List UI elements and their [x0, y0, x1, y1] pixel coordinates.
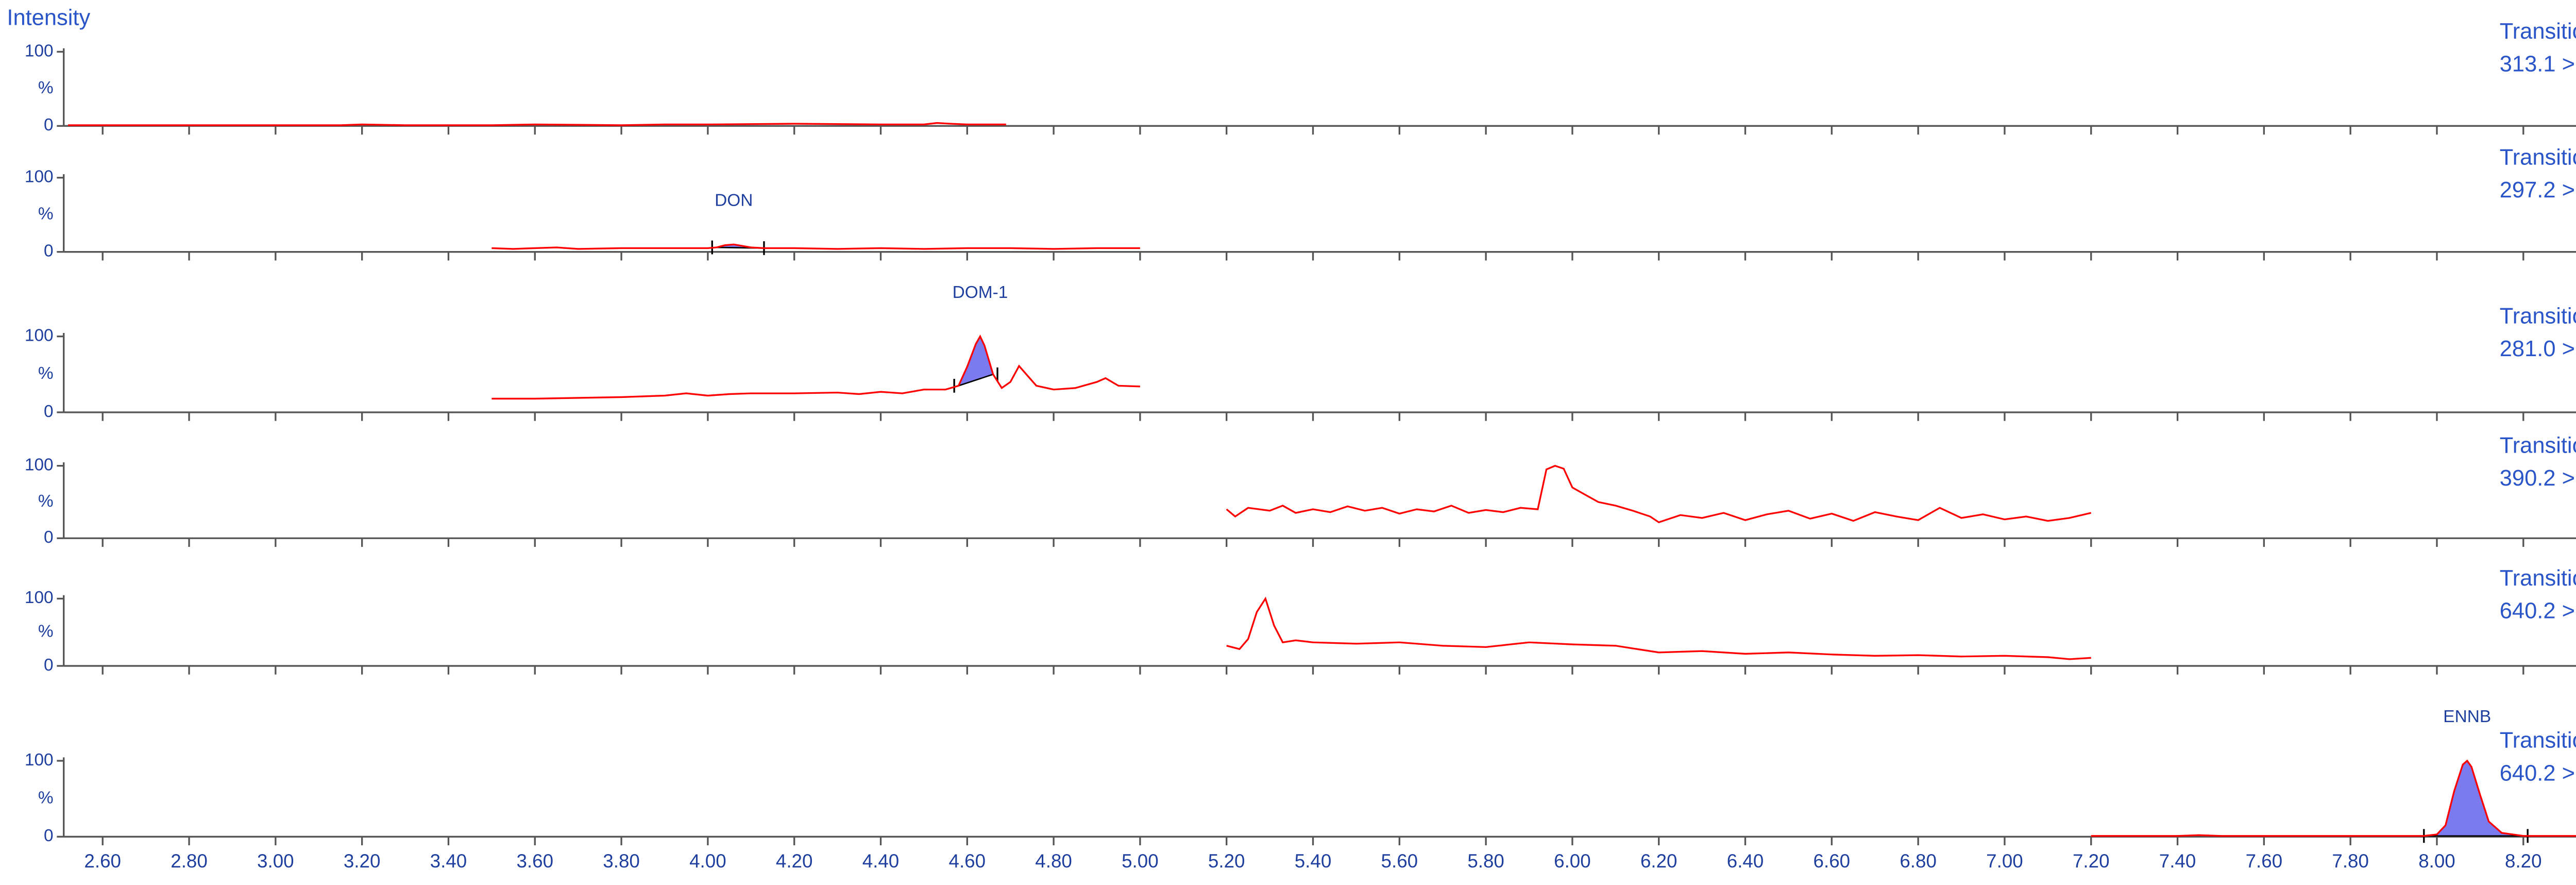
x-tick-label: 8.20 — [2505, 850, 2542, 872]
x-tick-label: 7.40 — [2159, 850, 2196, 872]
transition-label: Transition: — [2500, 566, 2576, 591]
y-tick-label: 100 — [25, 41, 54, 60]
x-tick-label: 3.20 — [344, 850, 381, 872]
x-tick-label: 6.80 — [1900, 850, 1937, 872]
x-tick-label: 4.00 — [689, 850, 726, 872]
peak-label: ENNB — [2443, 707, 2491, 726]
transition-label: 313.1 > 175 — [2500, 52, 2576, 77]
x-tick-label: 6.00 — [1554, 850, 1591, 872]
peak-label: DOM-1 — [953, 283, 1008, 302]
y-tick-label: 0 — [44, 402, 54, 421]
transition-label: 640.2 > 196.2 — [2500, 761, 2576, 786]
transition-label: Transition: — [2500, 728, 2576, 753]
trace — [2091, 759, 2576, 837]
x-tick-label: 7.60 — [2246, 850, 2283, 872]
y-tick-label: 100 — [25, 588, 54, 607]
y-label: % — [38, 364, 54, 383]
x-tick-label: 6.40 — [1727, 850, 1764, 872]
x-tick-label: 5.00 — [1122, 850, 1159, 872]
x-tick-label: 5.20 — [1208, 850, 1245, 872]
y-label: % — [38, 492, 54, 511]
x-tick-label: 5.40 — [1295, 850, 1332, 872]
y-label: % — [38, 205, 54, 224]
y-label: % — [38, 788, 54, 807]
x-tick-label: 2.80 — [171, 850, 208, 872]
y-label: % — [38, 622, 54, 641]
transition-label: Transition: — [2500, 304, 2576, 328]
transition-label: 297.2 > 248.9 — [2500, 178, 2576, 203]
x-tick-label: 3.80 — [603, 850, 640, 872]
x-tick-label: 3.00 — [257, 850, 294, 872]
y-tick-label: 0 — [44, 826, 54, 845]
x-tick-label: 5.80 — [1467, 850, 1504, 872]
trace — [492, 335, 1140, 400]
transition-label: 390.2 > 192.9 — [2500, 466, 2576, 491]
y-tick-label: 0 — [44, 656, 54, 675]
transition-label: Transition: — [2500, 19, 2576, 44]
x-tick-label: 6.20 — [1640, 850, 1677, 872]
x-tick-label: 7.80 — [2332, 850, 2369, 872]
x-tick-label: 5.60 — [1381, 850, 1418, 872]
y-tick-label: 100 — [25, 326, 54, 345]
x-tick-label: 3.40 — [430, 850, 467, 872]
y-tick-label: 0 — [44, 528, 54, 547]
peak-label: DON — [715, 191, 753, 210]
x-tick-label: 4.80 — [1035, 850, 1072, 872]
x-tick-label: 7.00 — [1986, 850, 2023, 872]
trace — [1226, 464, 2092, 524]
transition-label: 281.0 > 233.0 — [2500, 337, 2576, 361]
x-tick-label: 4.40 — [862, 850, 900, 872]
y-tick-label: 100 — [25, 456, 54, 475]
x-tick-label: 2.60 — [84, 850, 121, 872]
trace — [68, 122, 1006, 126]
y-tick-label: 0 — [44, 115, 54, 135]
transition-label: Transition: — [2500, 433, 2576, 458]
y-tick-label: 0 — [44, 241, 54, 260]
x-tick-label: 6.60 — [1814, 850, 1851, 872]
trace — [492, 243, 1140, 250]
trace — [1226, 596, 2091, 660]
transition-label: 640.2 > 196.2 — [2500, 599, 2576, 624]
y-tick-label: 100 — [25, 168, 54, 187]
axis-title: Intensity — [7, 5, 90, 30]
x-tick-label: 8.00 — [2418, 850, 2455, 872]
x-tick-label: 3.60 — [516, 850, 553, 872]
x-tick-label: 7.20 — [2073, 850, 2110, 872]
y-tick-label: 100 — [25, 750, 54, 770]
x-tick-label: 4.60 — [949, 850, 986, 872]
transition-label: Transition: — [2500, 145, 2576, 170]
x-tick-label: 4.20 — [776, 850, 813, 872]
y-label: % — [38, 78, 54, 97]
